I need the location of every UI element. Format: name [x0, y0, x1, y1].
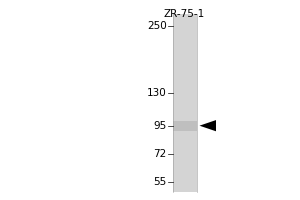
Polygon shape	[200, 120, 216, 131]
Text: 250: 250	[147, 21, 166, 31]
Text: 55: 55	[153, 177, 167, 187]
Text: 72: 72	[153, 149, 167, 159]
Text: 130: 130	[147, 88, 166, 98]
Bar	[172, 14, 197, 192]
Text: 95: 95	[153, 121, 167, 131]
Bar	[172, 121, 197, 131]
Text: ZR-75-1: ZR-75-1	[164, 9, 205, 19]
